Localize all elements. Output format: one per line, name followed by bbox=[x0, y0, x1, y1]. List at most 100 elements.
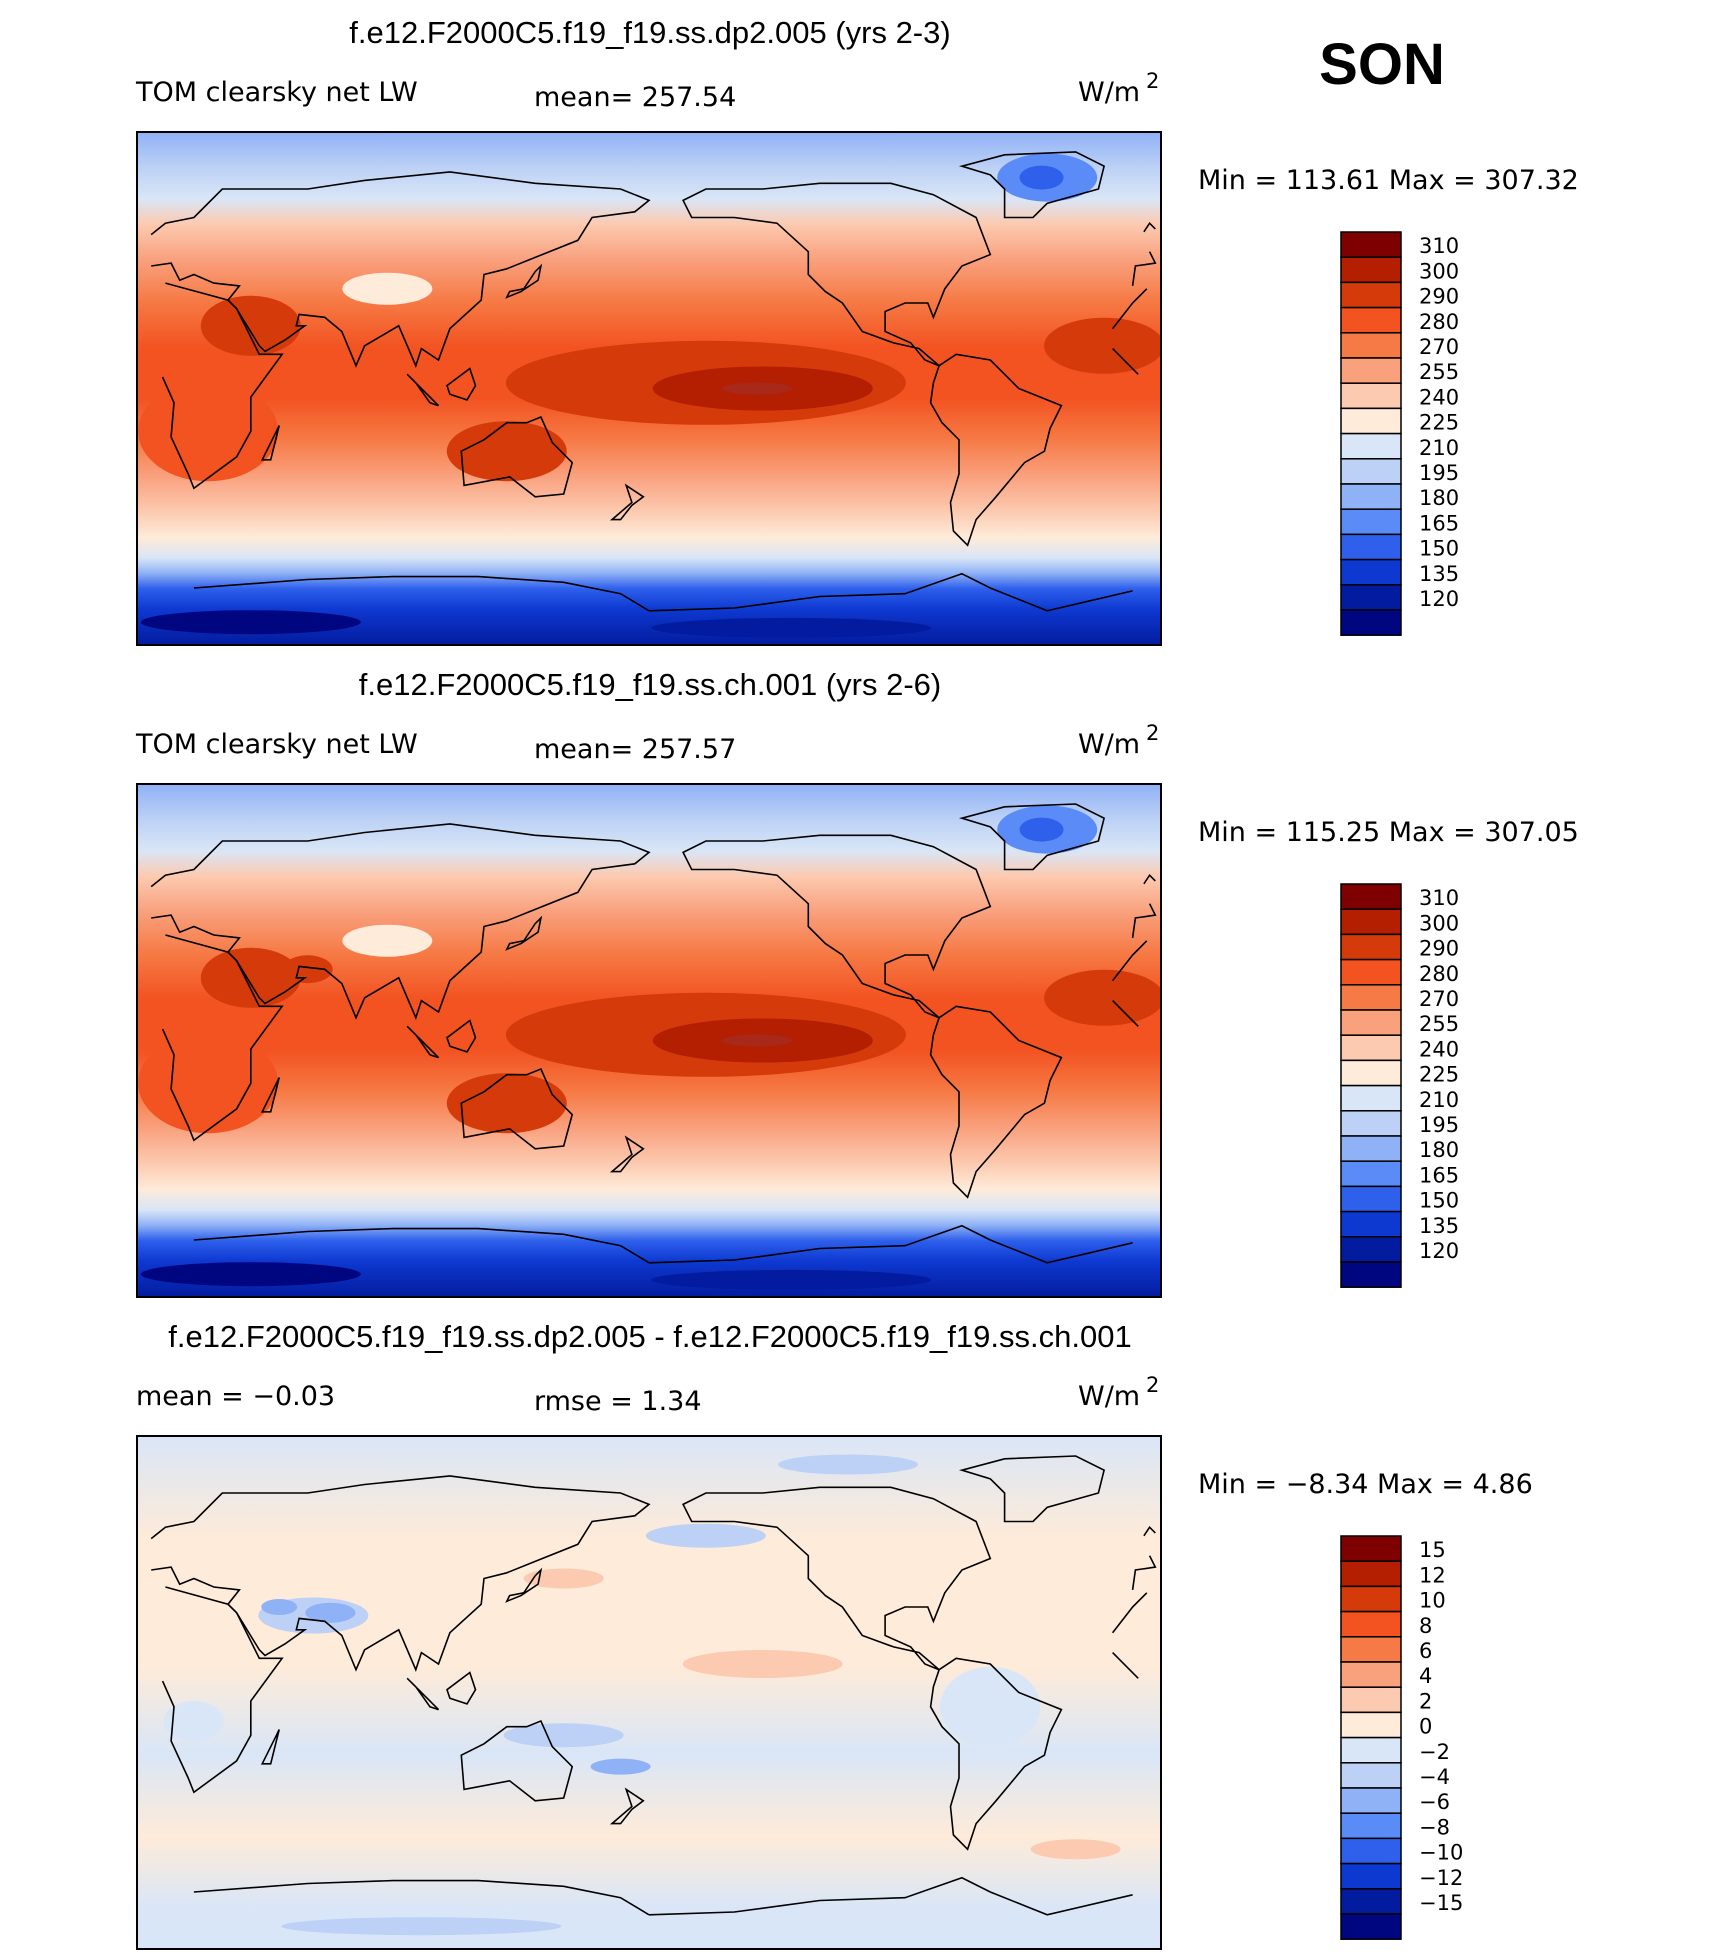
colorbar-swatch bbox=[1340, 1913, 1402, 1940]
coastline bbox=[260, 1077, 280, 1113]
colorbar-tick-label: 255 bbox=[1419, 360, 1459, 384]
colorbar-swatch bbox=[1340, 306, 1402, 334]
panel-min-max: Min = −8.34 Max = 4.86 bbox=[1198, 1469, 1533, 1500]
colorbar-swatch bbox=[1340, 1862, 1402, 1890]
colorbar-tick-label: 280 bbox=[1419, 962, 1459, 986]
panel-units: W/m bbox=[1078, 1381, 1140, 1412]
panel-units: W/m bbox=[1078, 729, 1140, 760]
colorbar-tick-label: 120 bbox=[1419, 587, 1459, 611]
panel-title: f.e12.F2000C5.f19_f19.ss.dp2.005 - f.e12… bbox=[168, 1319, 1131, 1354]
coastline bbox=[406, 1677, 440, 1711]
field-contour bbox=[342, 924, 433, 957]
field-contour bbox=[200, 947, 301, 1008]
field-contour bbox=[305, 1602, 356, 1623]
colorbar-swatch bbox=[1340, 1636, 1402, 1663]
coastline bbox=[1112, 1000, 1139, 1027]
coastline bbox=[406, 373, 440, 407]
coastline bbox=[682, 1486, 992, 1671]
colorbar-swatch bbox=[1340, 1261, 1402, 1288]
season-label: SON bbox=[1319, 32, 1445, 97]
colorbar-tick-label: 165 bbox=[1419, 1163, 1459, 1187]
colorbar-swatch bbox=[1340, 1135, 1402, 1162]
colorbar-tick-label: −8 bbox=[1419, 1815, 1450, 1839]
colorbar-swatch bbox=[1340, 332, 1402, 359]
field-contour bbox=[446, 421, 567, 482]
colorbar-swatch bbox=[1340, 432, 1402, 460]
field-contour bbox=[140, 610, 361, 635]
colorbar-tick-label: −2 bbox=[1419, 1740, 1450, 1764]
field-contour bbox=[140, 1262, 361, 1287]
coastline bbox=[460, 1719, 574, 1802]
coastline bbox=[460, 1067, 574, 1150]
colorbar-swatch bbox=[1340, 407, 1402, 435]
coastline bbox=[1143, 221, 1156, 233]
colorbar-tick-label: 150 bbox=[1419, 1189, 1459, 1213]
coastline bbox=[505, 1567, 543, 1603]
field-contour bbox=[503, 1723, 624, 1748]
colorbar-swatch bbox=[1340, 1110, 1402, 1137]
colorbar-tick-label: 225 bbox=[1419, 411, 1459, 435]
colorbar-swatch bbox=[1340, 458, 1402, 485]
colorbar-tick-label: 0 bbox=[1419, 1715, 1432, 1739]
colorbar-swatch bbox=[1340, 1888, 1402, 1915]
colorbar-swatch bbox=[1340, 1210, 1402, 1238]
colorbar-swatch bbox=[1340, 1236, 1402, 1263]
colorbar-tick-label: 15 bbox=[1419, 1538, 1446, 1562]
coastline bbox=[406, 1025, 440, 1059]
colorbar-swatch bbox=[1340, 1585, 1402, 1613]
panel-title: f.e12.F2000C5.f19_f19.ss.dp2.005 (yrs 2-… bbox=[349, 15, 950, 50]
field-contour bbox=[1030, 1839, 1121, 1860]
colorbar-swatch bbox=[1340, 584, 1402, 611]
field-contour bbox=[261, 1599, 298, 1615]
colorbar-swatch bbox=[1340, 1009, 1402, 1036]
colorbar-swatch bbox=[1340, 1084, 1402, 1112]
coastline bbox=[193, 1879, 650, 1916]
colorbar: 3103002902802702552402252101951801651501… bbox=[1340, 883, 1459, 1288]
colorbar-swatch bbox=[1340, 1837, 1402, 1865]
colorbar-tick-label: 280 bbox=[1419, 310, 1459, 334]
colorbar-swatch bbox=[1340, 908, 1402, 936]
coastline bbox=[958, 151, 1106, 219]
panel-model-ch: f.e12.F2000C5.f19_f19.ss.ch.001 (yrs 2-6… bbox=[135, 667, 1579, 1298]
colorbar-tick-label: 310 bbox=[1419, 234, 1459, 258]
colorbar-tick-label: 150 bbox=[1419, 537, 1459, 561]
colorbar-swatch bbox=[1340, 1787, 1402, 1814]
panel-center-label: rmse = 1.34 bbox=[534, 1386, 702, 1417]
colorbar-swatch bbox=[1340, 1736, 1402, 1764]
coastline bbox=[609, 1135, 645, 1173]
coastline bbox=[958, 803, 1106, 871]
colorbar-tick-label: 2 bbox=[1419, 1689, 1432, 1713]
field-contour bbox=[138, 381, 279, 482]
colorbar-swatch bbox=[1340, 1711, 1402, 1739]
panel-min-max: Min = 115.25 Max = 307.05 bbox=[1198, 817, 1579, 848]
colorbar-tick-label: 4 bbox=[1419, 1664, 1432, 1688]
field-contour bbox=[1044, 317, 1161, 374]
coastline bbox=[929, 353, 1063, 547]
colorbar-swatch bbox=[1340, 508, 1402, 536]
field-contour bbox=[282, 955, 333, 984]
coastline bbox=[958, 1455, 1106, 1523]
panel-model-dp2: f.e12.F2000C5.f19_f19.ss.dp2.005 (yrs 2-… bbox=[135, 15, 1579, 646]
field-contour bbox=[722, 1034, 793, 1047]
panel-units: W/m bbox=[1078, 77, 1140, 108]
colorbar-swatch bbox=[1340, 558, 1402, 586]
colorbar-swatch bbox=[1340, 1610, 1402, 1638]
colorbar-swatch bbox=[1340, 1661, 1402, 1688]
field-contour bbox=[342, 272, 433, 305]
colorbar-tick-label: 210 bbox=[1419, 436, 1459, 460]
panel-left-label: TOM clearsky net LW bbox=[135, 77, 418, 108]
field-contour bbox=[1044, 969, 1161, 1026]
coastline bbox=[1111, 288, 1148, 330]
coastline bbox=[609, 1787, 645, 1825]
colorbar-swatch bbox=[1340, 1762, 1402, 1789]
colorbar-tick-label: 255 bbox=[1419, 1012, 1459, 1036]
colorbar-tick-label: 225 bbox=[1419, 1063, 1459, 1087]
coastline bbox=[150, 1475, 651, 1672]
colorbar-tick-label: 135 bbox=[1419, 1214, 1459, 1238]
coastline bbox=[1112, 348, 1139, 375]
colorbar-swatch bbox=[1340, 533, 1402, 561]
coastline bbox=[150, 823, 651, 1020]
colorbar-tick-label: −4 bbox=[1419, 1765, 1450, 1789]
colorbar-swatch bbox=[1340, 281, 1402, 309]
